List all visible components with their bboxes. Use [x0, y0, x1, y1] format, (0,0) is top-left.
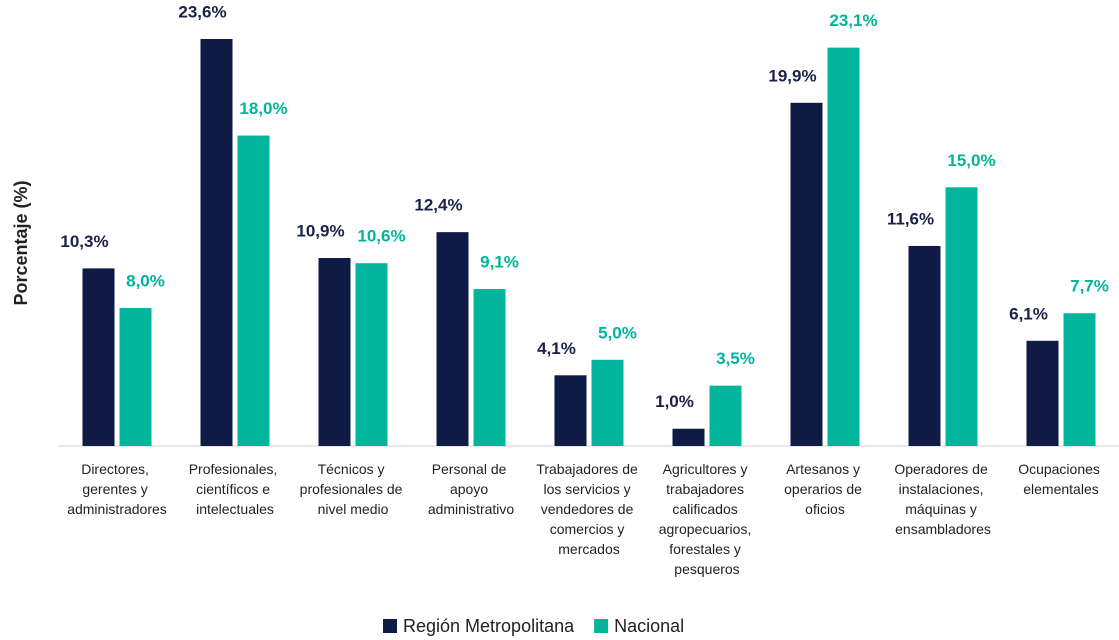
- bar: [908, 245, 941, 446]
- bar: [554, 375, 587, 446]
- value-label: 10,3%: [60, 232, 108, 251]
- value-label: 23,1%: [829, 11, 877, 30]
- bar: [945, 187, 978, 447]
- bar: [436, 232, 469, 446]
- bar: [1063, 313, 1096, 446]
- value-label: 6,1%: [1009, 304, 1048, 323]
- bar: [827, 47, 860, 446]
- bar: [82, 268, 115, 446]
- bar: [473, 289, 506, 446]
- value-label: 9,1%: [480, 253, 519, 272]
- x-tick-label: Personal de apoyo administrativo: [428, 461, 515, 517]
- value-label: 11,6%: [887, 209, 934, 228]
- bar: [119, 308, 152, 446]
- x-tick-label: Trabajadores de los servicios y vendedor…: [536, 461, 641, 557]
- bar: [237, 135, 270, 446]
- value-label: 18,0%: [239, 99, 287, 118]
- value-label: 7,7%: [1070, 277, 1109, 296]
- x-tick-label: Artesanos y operarios de oficios: [784, 461, 866, 517]
- value-label: 8,0%: [126, 272, 165, 291]
- bar: [672, 428, 705, 446]
- legend-swatch: [594, 619, 609, 633]
- value-label: 5,0%: [598, 323, 637, 342]
- bar: [318, 258, 351, 446]
- x-tick-label: Profesionales, científicos e intelectual…: [189, 461, 282, 517]
- bar: [1026, 340, 1059, 446]
- value-label: 19,9%: [768, 66, 816, 85]
- x-tick-label: Agricultores y trabajadores calificados …: [659, 461, 756, 577]
- bar: [709, 385, 742, 446]
- value-label: 4,1%: [537, 339, 576, 358]
- value-label: 10,6%: [357, 227, 405, 246]
- x-tick-label: Ocupaciones elementales: [1018, 461, 1104, 497]
- x-tick-label: Directores, gerentes y administradores: [67, 461, 167, 517]
- bar: [355, 263, 388, 446]
- legend-swatch: [383, 619, 397, 633]
- x-tick-label: Operadores de instalaciones, máquinas y …: [894, 461, 991, 537]
- value-label: 12,4%: [414, 196, 462, 215]
- y-axis-label: Porcentaje (%): [11, 180, 31, 305]
- value-label: 3,5%: [716, 349, 755, 368]
- value-label: 15,0%: [947, 151, 995, 170]
- bar: [200, 39, 233, 446]
- value-label: 1,0%: [655, 392, 694, 411]
- x-tick-label: Técnicos y profesionales de nivel medio: [300, 461, 407, 517]
- value-label: 10,9%: [296, 222, 344, 241]
- value-label: 23,6%: [178, 2, 226, 21]
- bar: [790, 102, 823, 446]
- legend-label: Nacional: [614, 616, 684, 636]
- bar: [591, 359, 624, 446]
- legend-label: Región Metropolitana: [403, 616, 575, 636]
